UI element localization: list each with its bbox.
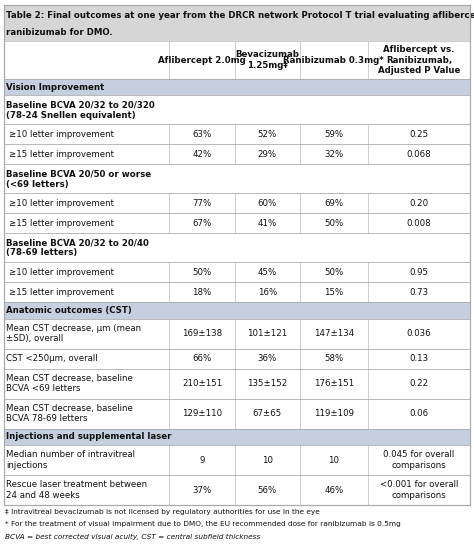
Text: ranibizumab for DMO.: ranibizumab for DMO. (6, 28, 113, 37)
Text: 0.008: 0.008 (407, 219, 431, 228)
Text: 56%: 56% (258, 486, 277, 494)
Text: 67%: 67% (192, 219, 212, 228)
Text: 0.25: 0.25 (410, 130, 428, 139)
Text: Anatomic outcomes (CST): Anatomic outcomes (CST) (6, 306, 132, 315)
Text: 50%: 50% (324, 219, 343, 228)
Bar (4, 144, 470, 164)
Bar (4, 164, 470, 193)
Text: 210±151: 210±151 (182, 379, 222, 388)
Text: 0.22: 0.22 (410, 379, 428, 388)
Text: 50%: 50% (324, 268, 343, 277)
Text: 69%: 69% (324, 199, 343, 208)
Text: Baseline BCVA 20/32 to 20/40
(78-69 letters): Baseline BCVA 20/32 to 20/40 (78-69 lett… (6, 238, 149, 258)
Text: 129±110: 129±110 (182, 409, 222, 418)
Text: 147±134: 147±134 (314, 329, 354, 338)
Text: Aflibercept 2.0mg: Aflibercept 2.0mg (158, 56, 246, 65)
Text: 50%: 50% (192, 268, 212, 277)
Text: 10: 10 (262, 455, 273, 465)
Text: 0.045 for overall
comparisons: 0.045 for overall comparisons (383, 450, 455, 470)
Text: Mean CST decrease, baseline
BCVA 78-69 letters: Mean CST decrease, baseline BCVA 78-69 l… (6, 404, 133, 424)
Text: Table 2: Final outcomes at one year from the DRCR network Protocol T trial evalu: Table 2: Final outcomes at one year from… (6, 11, 474, 20)
Text: Baseline BCVA 20/32 to 20/320
(78-24 Snellen equivalent): Baseline BCVA 20/32 to 20/320 (78-24 Sne… (6, 100, 155, 119)
Bar (4, 5, 470, 42)
Bar (4, 429, 470, 445)
Bar (4, 282, 470, 302)
Text: 42%: 42% (192, 150, 212, 159)
Text: 29%: 29% (258, 150, 277, 159)
Bar (4, 349, 470, 369)
Text: 0.95: 0.95 (410, 268, 428, 277)
Bar (4, 319, 470, 349)
Text: 0.13: 0.13 (410, 354, 428, 363)
Text: 45%: 45% (258, 268, 277, 277)
Bar (4, 262, 470, 282)
Text: Ranibizumab 0.3mg*: Ranibizumab 0.3mg* (283, 56, 384, 65)
Bar (4, 79, 470, 95)
Text: 119±109: 119±109 (314, 409, 354, 418)
Text: 32%: 32% (324, 150, 343, 159)
Bar (4, 475, 470, 505)
Text: 10: 10 (328, 455, 339, 465)
Text: CST <250μm, overall: CST <250μm, overall (6, 354, 98, 363)
Bar (4, 42, 470, 79)
Text: 41%: 41% (258, 219, 277, 228)
Text: 101±121: 101±121 (247, 329, 287, 338)
Text: 77%: 77% (192, 199, 212, 208)
Text: <0.001 for overall
comparisons: <0.001 for overall comparisons (380, 481, 458, 500)
Text: Bevacizumab
1.25mg‡: Bevacizumab 1.25mg‡ (235, 50, 299, 70)
Text: 0.20: 0.20 (410, 199, 428, 208)
Bar (4, 398, 470, 429)
Text: 67±65: 67±65 (253, 409, 282, 418)
Text: 60%: 60% (258, 199, 277, 208)
Text: 66%: 66% (192, 354, 212, 363)
Text: 169±138: 169±138 (182, 329, 222, 338)
Text: 37%: 37% (192, 486, 212, 494)
Text: ‡ Intravitreal bevacizumab is not licensed by regulatory authorities for use in : ‡ Intravitreal bevacizumab is not licens… (5, 509, 320, 515)
Text: ≥15 letter improvement: ≥15 letter improvement (9, 150, 115, 159)
Bar (4, 302, 470, 319)
Text: ≥10 letter improvement: ≥10 letter improvement (9, 130, 115, 139)
Text: 15%: 15% (324, 288, 343, 296)
Text: 9: 9 (200, 455, 205, 465)
Text: * For the treatment of visual impairment due to DMO, the EU recommended dose for: * For the treatment of visual impairment… (5, 521, 401, 527)
Text: Mean CST decrease, baseline
BCVA <69 letters: Mean CST decrease, baseline BCVA <69 let… (6, 374, 133, 393)
Text: BCVA = best corrected visual acuity, CST = central subfield thickness: BCVA = best corrected visual acuity, CST… (5, 534, 261, 540)
Bar (4, 124, 470, 144)
Text: 0.068: 0.068 (407, 150, 431, 159)
Text: 0.036: 0.036 (407, 329, 431, 338)
Text: ≥10 letter improvement: ≥10 letter improvement (9, 199, 115, 208)
Text: ≥10 letter improvement: ≥10 letter improvement (9, 268, 115, 277)
Text: 18%: 18% (192, 288, 212, 296)
Text: 63%: 63% (192, 130, 212, 139)
Text: Median number of intravitreal
injections: Median number of intravitreal injections (6, 450, 135, 470)
Text: 58%: 58% (324, 354, 343, 363)
Text: 0.06: 0.06 (410, 409, 428, 418)
Bar (4, 445, 470, 475)
Text: 59%: 59% (324, 130, 343, 139)
Text: 52%: 52% (258, 130, 277, 139)
Text: 46%: 46% (324, 486, 343, 494)
Text: 0.73: 0.73 (410, 288, 428, 296)
Text: 16%: 16% (258, 288, 277, 296)
Bar (4, 233, 470, 262)
Text: Aflibercept vs.
Ranibizumab,
Adjusted P Value: Aflibercept vs. Ranibizumab, Adjusted P … (378, 45, 460, 75)
Bar (4, 369, 470, 398)
Bar (4, 213, 470, 233)
Text: ≥15 letter improvement: ≥15 letter improvement (9, 219, 115, 228)
Text: Injections and supplemental laser: Injections and supplemental laser (6, 432, 172, 441)
Text: Mean CST decrease, μm (mean
±SD), overall: Mean CST decrease, μm (mean ±SD), overal… (6, 324, 141, 344)
Bar (4, 193, 470, 213)
Bar (4, 95, 470, 124)
Text: Vision Improvement: Vision Improvement (6, 83, 104, 92)
Text: 135±152: 135±152 (247, 379, 287, 388)
Text: Baseline BCVA 20/50 or worse
(<69 letters): Baseline BCVA 20/50 or worse (<69 letter… (6, 169, 151, 189)
Text: ≥15 letter improvement: ≥15 letter improvement (9, 288, 115, 296)
Text: Rescue laser treatment between
24 and 48 weeks: Rescue laser treatment between 24 and 48… (6, 481, 147, 500)
Text: 176±151: 176±151 (314, 379, 354, 388)
Text: 36%: 36% (258, 354, 277, 363)
